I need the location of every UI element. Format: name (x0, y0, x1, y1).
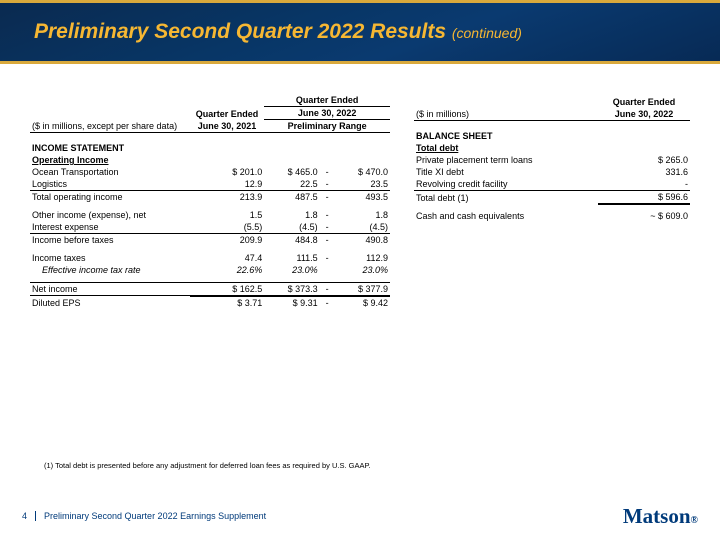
row-other-income: Other income (expense), net 1.5 1.8 - 1.… (30, 209, 390, 221)
row-ocean: Ocean Transportation $ 201.0 $ 465.0 - $… (30, 166, 390, 178)
row-diluted-eps: Diluted EPS $ 3.71 $ 9.31 - $ 9.42 (30, 296, 390, 309)
header-banner: Preliminary Second Quarter 2022 Results … (0, 0, 720, 64)
row-total-op-income: Total operating income 213.9 487.5 - 493… (30, 191, 390, 204)
footer: 4 Preliminary Second Quarter 2022 Earnin… (0, 504, 720, 528)
th-bs-bot: June 30, 2022 (598, 108, 690, 121)
page-number: 4 (22, 511, 36, 521)
th-q2-2022-bot: Preliminary Range (264, 120, 390, 133)
row-title-xi: Title XI debt 331.6 (414, 166, 690, 178)
row-cash: Cash and cash equivalents ~ $ 609.0 (414, 210, 690, 222)
th-q1-top: Quarter Ended (190, 107, 265, 120)
th-bs-top: Quarter Ended (598, 96, 690, 108)
row-interest-expense: Interest expense (5.5) (4.5) - (4.5) (30, 221, 390, 234)
th-q2-2022-top: Quarter Ended (264, 94, 390, 107)
page-title: Preliminary Second Quarter 2022 Results … (34, 20, 522, 44)
col-note: ($ in millions, except per share data) (30, 120, 190, 133)
th-q2-2022-mid: June 30, 2022 (264, 107, 390, 120)
title-main: Preliminary Second Quarter 2022 Results (34, 20, 446, 43)
footnote-1: (1) Total debt is presented before any a… (44, 461, 371, 470)
row-total-debt: Total debt (1) $ 596.6 (414, 191, 690, 205)
row-logistics: Logistics 12.9 22.5 - 23.5 (30, 178, 390, 191)
brand-text: Matson (623, 504, 691, 528)
balance-section: BALANCE SHEET (414, 121, 690, 143)
th-q1-bot: June 30, 2021 (190, 120, 265, 133)
brand-dot: ® (691, 515, 698, 526)
bs-col-note: ($ in millions) (414, 108, 598, 121)
footer-title: Preliminary Second Quarter 2022 Earnings… (44, 511, 266, 521)
row-revolving: Revolving credit facility - (414, 178, 690, 191)
income-section: INCOME STATEMENT (30, 133, 390, 155)
title-suffix: (continued) (452, 25, 522, 41)
income-statement-block: Quarter Ended Quarter Ended June 30, 202… (30, 94, 390, 309)
row-income-taxes: Income taxes 47.4 111.5 - 112.9 (30, 252, 390, 264)
content-area: Quarter Ended Quarter Ended June 30, 202… (0, 64, 720, 309)
operating-income-head: Operating Income (30, 154, 390, 166)
income-table: Quarter Ended Quarter Ended June 30, 202… (30, 94, 390, 309)
balance-sheet-block: Quarter Ended ($ in millions) June 30, 2… (414, 94, 690, 309)
row-private-placement: Private placement term loans $ 265.0 (414, 154, 690, 166)
total-debt-head: Total debt (414, 142, 690, 154)
brand-logo: Matson® (623, 504, 698, 529)
row-net-income: Net income $ 162.5 $ 373.3 - $ 377.9 (30, 282, 390, 296)
row-income-before-taxes: Income before taxes 209.9 484.8 - 490.8 (30, 234, 390, 247)
balance-table: Quarter Ended ($ in millions) June 30, 2… (414, 94, 690, 222)
row-effective-tax-rate: Effective income tax rate 22.6% 23.0% 23… (30, 264, 390, 276)
